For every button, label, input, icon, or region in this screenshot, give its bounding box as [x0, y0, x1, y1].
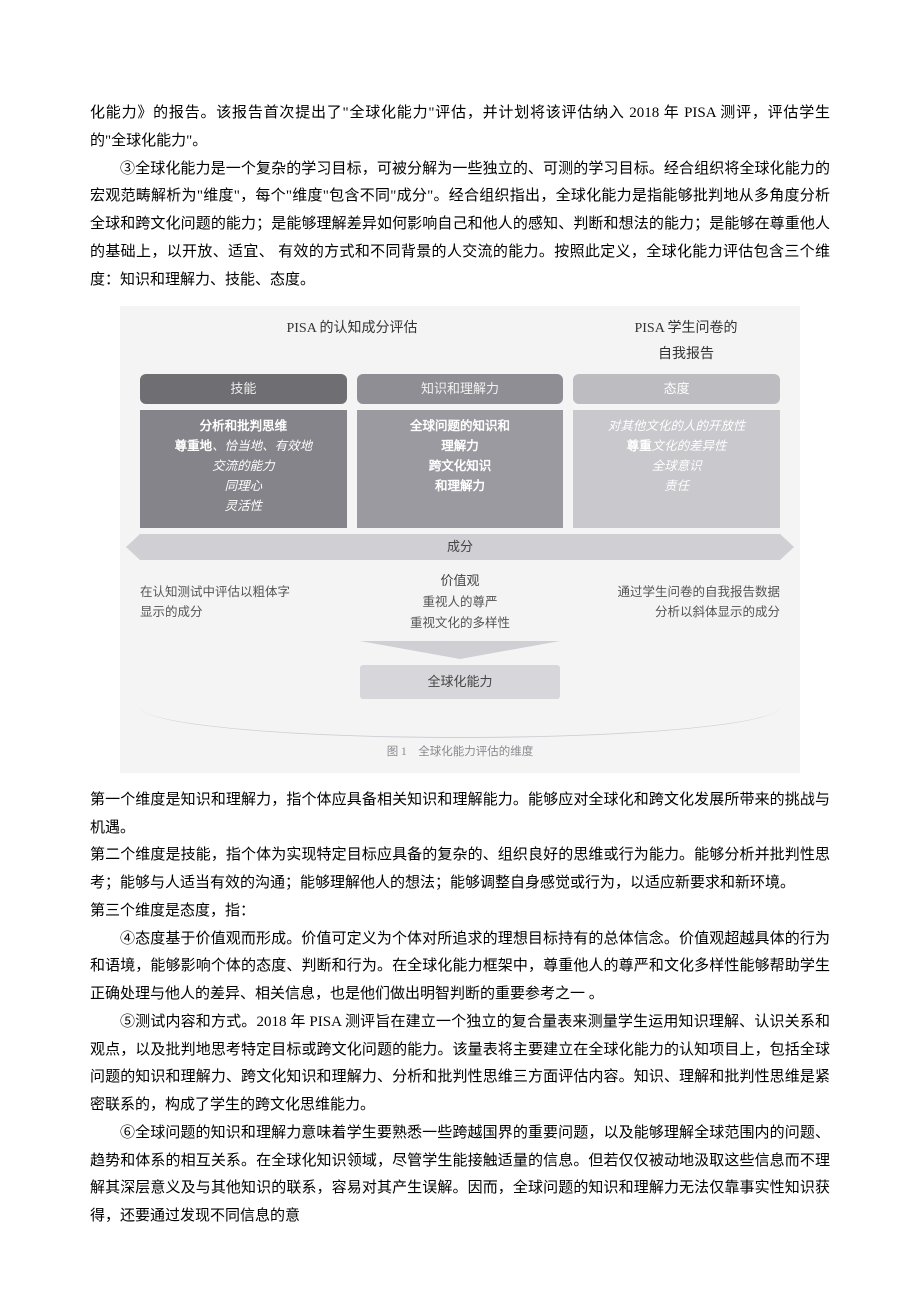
- pill-skill: 技能: [140, 374, 347, 404]
- document-page: 化能力》的报告。该报告首次提出了"全球化能力"评估，并计划将该评估纳入 2018…: [0, 0, 920, 1291]
- paragraph-5: ⑤测试内容和方式。2018 年 PISA 测评旨在建立一个独立的复合量表来测量学…: [90, 1009, 830, 1120]
- colC-ital2: 文化的差异性: [652, 439, 727, 453]
- down-arrow-icon: [360, 641, 560, 659]
- paragraph-6: ⑥全球问题的知识和理解力意味着学生要熟悉一些跨越国界的重要问题，以及能够理解全球…: [90, 1120, 830, 1231]
- pill-attitude: 态度: [573, 374, 780, 404]
- mid-center: 价值观 重视人的尊严 重视文化的多样性: [360, 570, 560, 635]
- colA-ital3: 同理心: [144, 476, 343, 496]
- colB-l1: 全球问题的知识和: [361, 416, 560, 436]
- column-row: 分析和批判思维 尊重地、恰当地、有效地 交流的能力 同理心 灵活性 全球问题的知…: [120, 410, 800, 528]
- colB-l4: 和理解力: [361, 476, 560, 496]
- colC-l4: 责任: [577, 476, 776, 496]
- mid-right-l1: 通过学生问卷的自我报告数据: [617, 585, 780, 599]
- colA-ital4: 灵活性: [144, 496, 343, 516]
- figure-header-right-l2: 自我报告: [658, 347, 714, 362]
- paragraph-4: ④态度基于价值观而形成。价值可定义为个体对所追求的理想目标持有的总体信念。价值观…: [90, 926, 830, 1009]
- mid-left-l2: 显示的成分: [140, 605, 203, 619]
- dimension-3: 第三个维度是态度，指：: [90, 898, 830, 926]
- components-band: 成分: [140, 534, 780, 560]
- figure-header-left: PISA 的认知成分评估: [140, 316, 564, 368]
- figure-caption: 图 1 全球化能力评估的维度: [120, 742, 800, 763]
- colB-l2: 理解力: [361, 436, 560, 456]
- colC-bold: 尊重: [627, 439, 652, 453]
- arc-decoration: [140, 707, 780, 738]
- mid-left-note: 在认知测试中评估以粗体字 显示的成分: [140, 582, 350, 622]
- colA-ital2: 交流的能力: [144, 456, 343, 476]
- colC-l3: 全球意识: [577, 456, 776, 476]
- mid-row: 在认知测试中评估以粗体字 显示的成分 价值观 重视人的尊严 重视文化的多样性 通…: [120, 560, 800, 635]
- column-attitude: 对其他文化的人的开放性 尊重文化的差异性 全球意识 责任: [573, 410, 780, 528]
- pill-row: 技能 知识和理解力 态度: [120, 374, 800, 410]
- colA-bold1: 分析和批判思维: [144, 416, 343, 436]
- figure-top-headers: PISA 的认知成分评估 PISA 学生问卷的 自我报告: [120, 306, 800, 374]
- column-knowledge: 全球问题的知识和 理解力 跨文化知识 和理解力: [357, 410, 564, 528]
- column-skill: 分析和批判思维 尊重地、恰当地、有效地 交流的能力 同理心 灵活性: [140, 410, 347, 528]
- dimension-1: 第一个维度是知识和理解力，指个体应具备相关知识和理解能力。能够应对全球化和跨文化…: [90, 787, 830, 843]
- colB-l3: 跨文化知识: [361, 456, 560, 476]
- colC-l1: 对其他文化的人的开放性: [577, 416, 776, 436]
- mid-right-l2: 分析以斜体显示的成分: [655, 605, 780, 619]
- mid-center-l2: 重视文化的多样性: [360, 613, 560, 634]
- dimension-2: 第二个维度是技能，指个体为实现特定目标应具备的复杂的、组织良好的思维或行为能力。…: [90, 842, 830, 898]
- colA-ital1: 、恰当地、有效地: [212, 439, 312, 453]
- result-box: 全球化能力: [360, 665, 560, 699]
- colC-l2: 尊重文化的差异性: [627, 439, 727, 453]
- colA-bold2: 尊重地: [175, 439, 213, 453]
- paragraph-3: ③全球化能力是一个复杂的学习目标，可被分解为一些独立的、可测的学习目标。经合组织…: [90, 156, 830, 295]
- figure-header-right-l1: PISA 学生问卷的: [634, 321, 737, 336]
- figure-header-right: PISA 学生问卷的 自我报告: [592, 316, 780, 368]
- pill-knowledge: 知识和理解力: [357, 374, 564, 404]
- mid-left-l1: 在认知测试中评估以粗体字: [140, 585, 290, 599]
- paragraph-1: 化能力》的报告。该报告首次提出了"全球化能力"评估，并计划将该评估纳入 2018…: [90, 100, 830, 156]
- figure-1: PISA 的认知成分评估 PISA 学生问卷的 自我报告 技能 知识和理解力 态…: [120, 306, 800, 773]
- mid-center-hd: 价值观: [360, 570, 560, 592]
- colA-line2: 尊重地、恰当地、有效地: [175, 439, 313, 453]
- mid-center-l1: 重视人的尊严: [360, 592, 560, 613]
- mid-right-note: 通过学生问卷的自我报告数据 分析以斜体显示的成分: [570, 582, 780, 622]
